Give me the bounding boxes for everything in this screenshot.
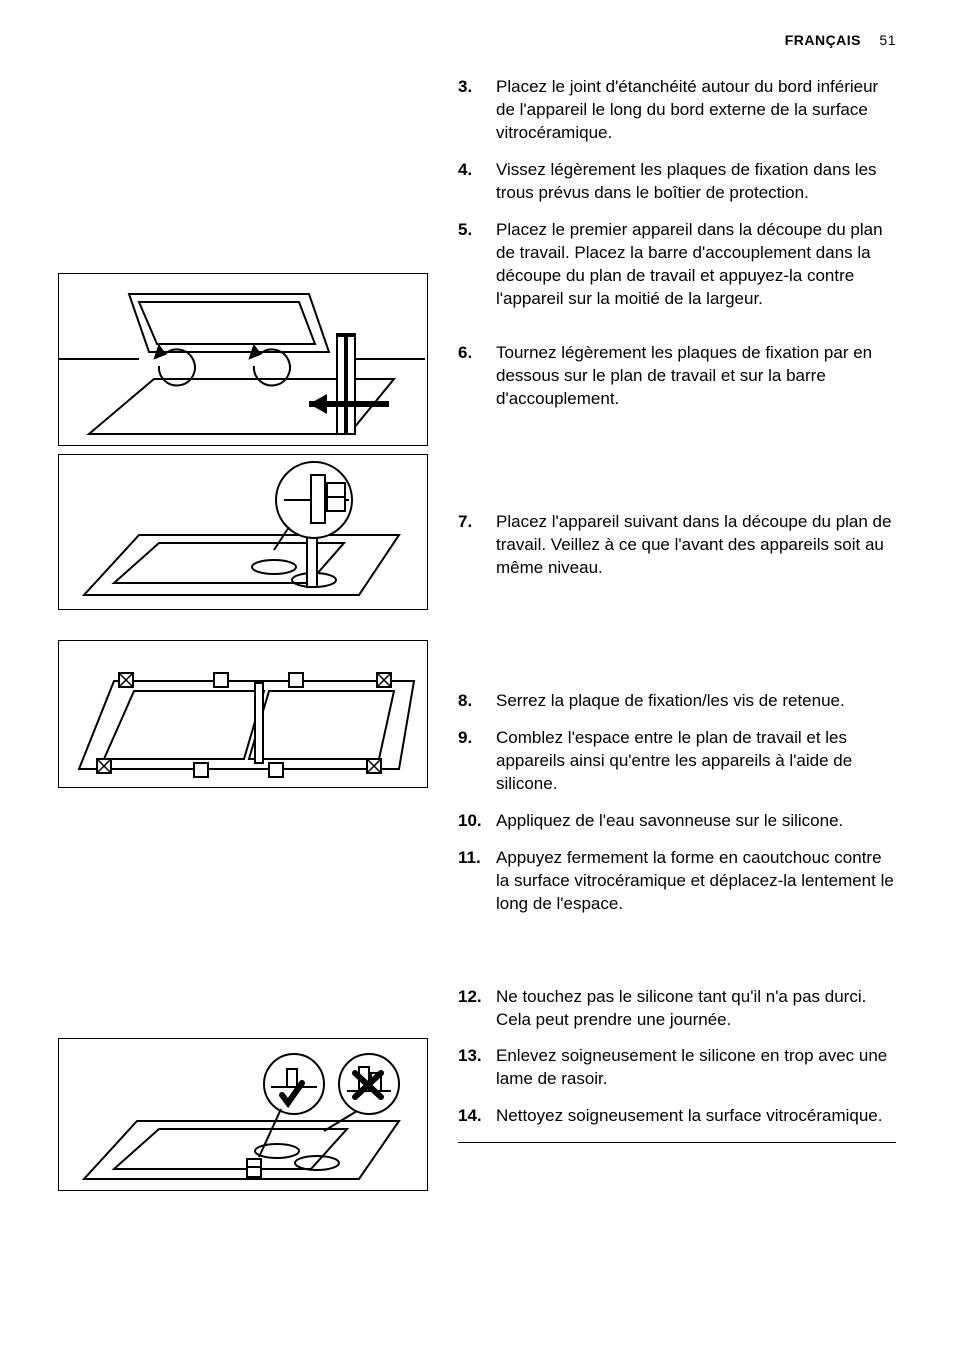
step-number: 12. (458, 986, 496, 1032)
step-text: Placez l'appareil suivant dans la découp… (496, 511, 896, 580)
content-area: 3.Placez le joint d'étanchéité autour du… (58, 76, 896, 1199)
step-item: 7.Placez l'appareil suivant dans la déco… (458, 511, 896, 580)
step-text: Appuyez fermement la forme en caoutchouc… (496, 847, 896, 916)
step-item: 9.Comblez l'espace entre le plan de trav… (458, 727, 896, 796)
step-text: Ne touchez pas le silicone tant qu'il n'… (496, 986, 896, 1032)
header-lang: FRANÇAIS (785, 32, 861, 48)
step-number: 7. (458, 511, 496, 580)
step-text: Placez le joint d'étanchéité autour du b… (496, 76, 896, 145)
step-number: 11. (458, 847, 496, 916)
step-item: 6.Tournez légèrement les plaques de fixa… (458, 342, 896, 411)
spacer (58, 76, 428, 273)
header-page-number: 51 (879, 32, 896, 48)
step-text: Nettoyez soigneusement la surface vitroc… (496, 1105, 896, 1128)
step-number: 6. (458, 342, 496, 411)
step-text: Vissez légèrement les plaques de fixatio… (496, 159, 896, 205)
page-header: FRANÇAIS 51 (58, 32, 896, 48)
step-item: 10.Appliquez de l'eau savonneuse sur le … (458, 810, 896, 833)
step-item: 3.Placez le joint d'étanchéité autour du… (458, 76, 896, 145)
step-number: 13. (458, 1045, 496, 1091)
step-number: 10. (458, 810, 496, 833)
step-item: 4.Vissez légèrement les plaques de fixat… (458, 159, 896, 205)
section-divider (458, 1142, 896, 1143)
figure-step-7 (58, 640, 428, 788)
spacer (58, 618, 428, 640)
step-item: 13.Enlevez soigneusement le silicone en … (458, 1045, 896, 1091)
step-number: 4. (458, 159, 496, 205)
figure-step-5 (58, 273, 428, 446)
figures-column (58, 76, 428, 1199)
step-item: 12.Ne touchez pas le silicone tant qu'il… (458, 986, 896, 1032)
step-item: 5.Placez le premier appareil dans la déc… (458, 219, 896, 311)
step-number: 8. (458, 690, 496, 713)
figure-step-11 (58, 1038, 428, 1191)
instruction-list: 3.Placez le joint d'étanchéité autour du… (458, 76, 896, 1128)
step-text: Tournez légèrement les plaques de fixati… (496, 342, 896, 411)
step-text: Serrez la plaque de fixation/les vis de … (496, 690, 896, 713)
step-text: Comblez l'espace entre le plan de travai… (496, 727, 896, 796)
step-number: 3. (458, 76, 496, 145)
step-text: Placez le premier appareil dans la décou… (496, 219, 896, 311)
step-number: 5. (458, 219, 496, 311)
step-text: Appliquez de l'eau savonneuse sur le sil… (496, 810, 896, 833)
steps-column: 3.Placez le joint d'étanchéité autour du… (458, 76, 896, 1199)
figure-step-6 (58, 454, 428, 610)
step-number: 14. (458, 1105, 496, 1128)
step-item: 14.Nettoyez soigneusement la surface vit… (458, 1105, 896, 1128)
spacer (58, 796, 428, 1038)
step-item: 8.Serrez la plaque de fixation/les vis d… (458, 690, 896, 713)
step-number: 9. (458, 727, 496, 796)
step-item: 11.Appuyez fermement la forme en caoutch… (458, 847, 896, 916)
step-text: Enlevez soigneusement le silicone en tro… (496, 1045, 896, 1091)
